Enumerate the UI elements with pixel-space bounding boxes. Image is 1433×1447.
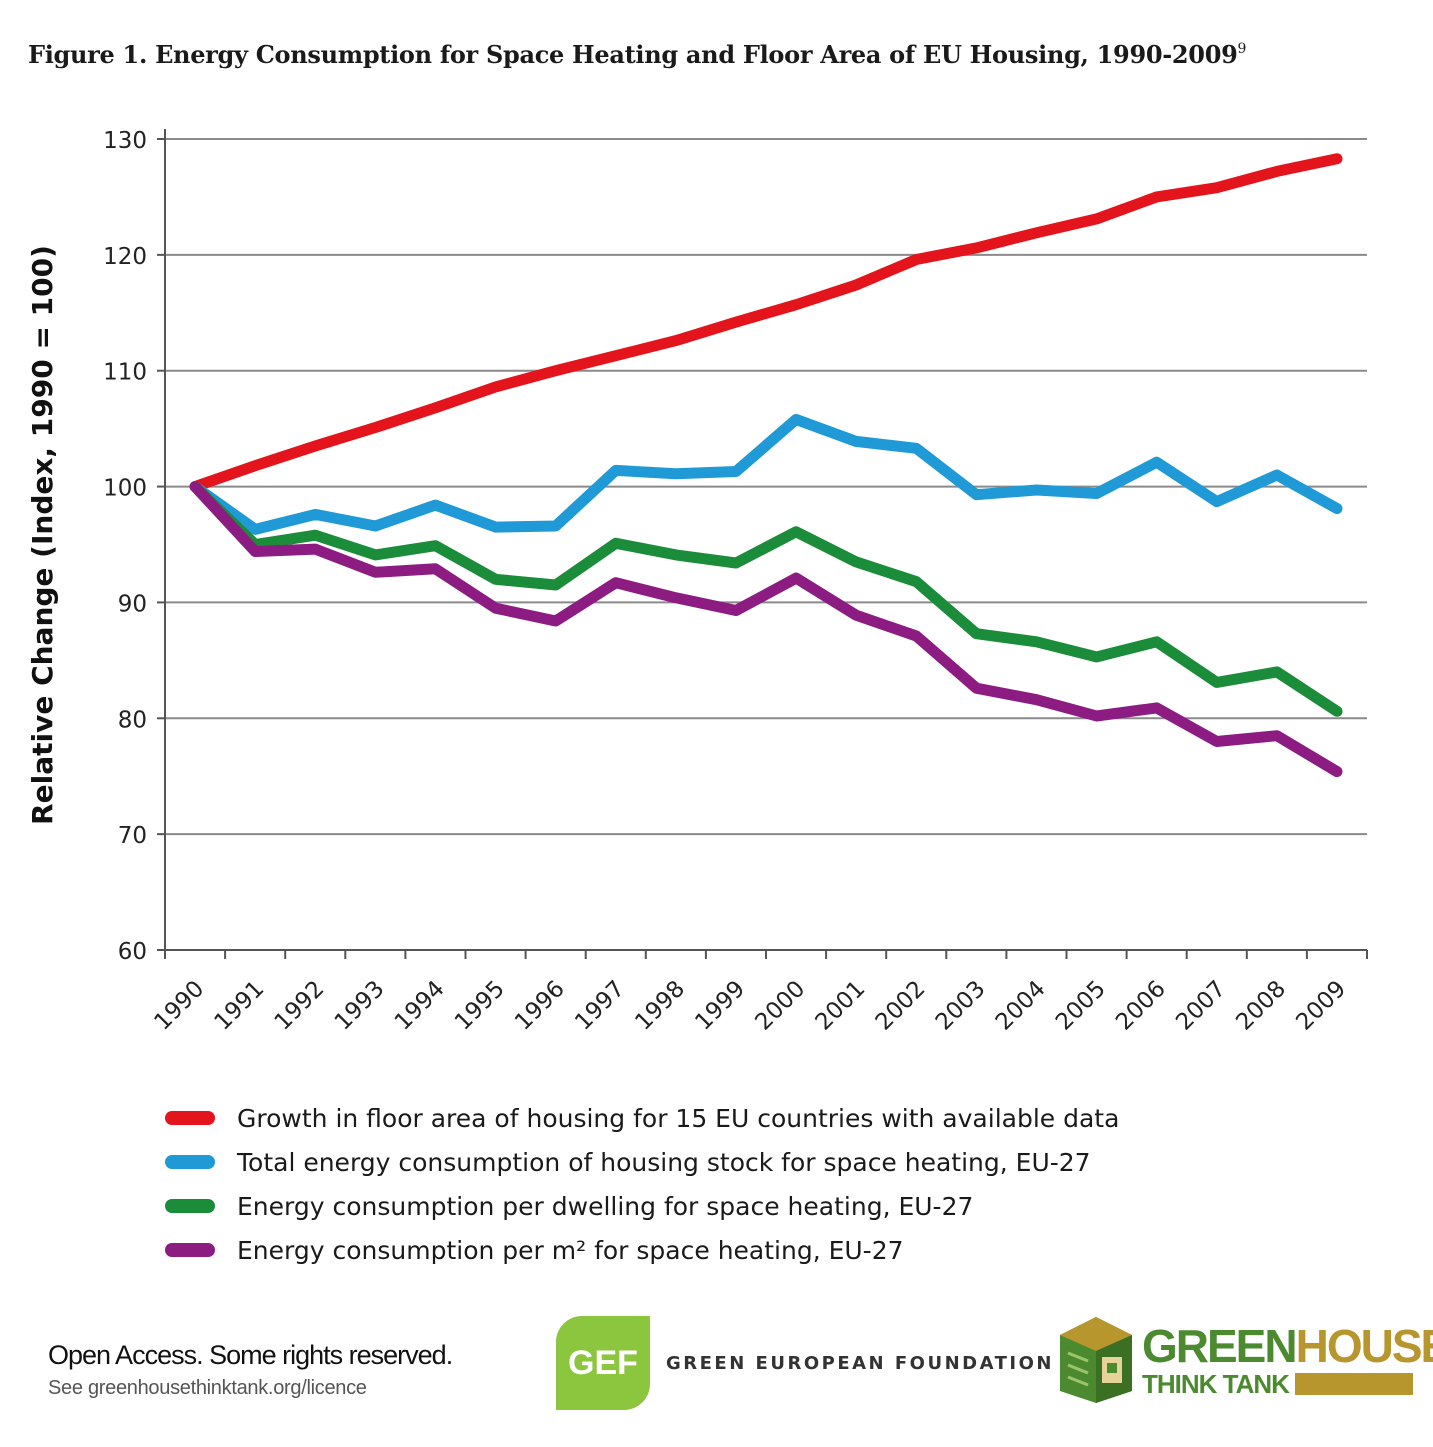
axes	[157, 129, 1368, 959]
legend-item: Total energy consumption of housing stoc…	[165, 1140, 1119, 1184]
gef-name: GREEN EUROPEAN FOUNDATION	[666, 1352, 1054, 1374]
legend-label: Total energy consumption of housing stoc…	[237, 1147, 1091, 1177]
x-tick-label: 2002	[871, 976, 931, 1036]
x-tick-label: 1991	[210, 976, 270, 1036]
y-tick-label: 130	[103, 128, 147, 154]
x-tick-label: 1996	[510, 976, 570, 1036]
series-line-2	[189, 481, 1343, 717]
figure-title: Figure 1. Energy Consumption for Space H…	[28, 40, 1246, 69]
x-tick-label: 2009	[1291, 976, 1351, 1036]
x-tick-label: 2007	[1171, 976, 1231, 1036]
x-tick-label: 1997	[570, 976, 630, 1036]
rights-line: Open Access. Some rights reserved.	[48, 1340, 453, 1370]
y-tick-label: 100	[103, 476, 147, 502]
legend-swatch-per-m2	[165, 1243, 215, 1257]
think-tank-text: THINK TANK	[1142, 1368, 1290, 1399]
y-tick-label: 110	[103, 360, 147, 386]
legend-item: Energy consumption per dwelling for spac…	[165, 1184, 1119, 1228]
x-tick-label: 1995	[450, 976, 510, 1036]
series-line-1	[189, 413, 1343, 535]
y-tick-label: 70	[118, 823, 147, 849]
x-tick-label: 1999	[690, 976, 750, 1036]
x-tick-label: 2001	[811, 976, 871, 1036]
x-tick-label: 1993	[330, 976, 390, 1036]
gold-bar	[1294, 1373, 1413, 1395]
figure-title-text: Figure 1. Energy Consumption for Space H…	[28, 40, 1238, 69]
y-tick-label: 60	[118, 939, 147, 965]
y-axis-label: Relative Change (Index, 1990 = 100)	[26, 245, 59, 825]
x-tick-label: 1994	[390, 976, 450, 1036]
series-lines	[189, 153, 1343, 778]
legend-swatch-total-energy	[165, 1155, 215, 1169]
x-tick-label: 1990	[150, 976, 210, 1036]
green-house-logo: GREENHOUSE THINK TANK	[1056, 1313, 1433, 1405]
green-house-name: GREENHOUSE	[1142, 1321, 1433, 1371]
x-tick-label: 2000	[751, 976, 811, 1036]
legend-item: Growth in floor area of housing for 15 E…	[165, 1096, 1119, 1140]
legend-swatch-floor-area	[165, 1111, 215, 1125]
x-tick-label: 2004	[991, 976, 1051, 1036]
x-tick-labels: 1990 1991 1992 1993 1994 1995 1996 1997 1998 1999…	[150, 976, 1352, 1036]
y-tick-label: 80	[118, 707, 147, 733]
house-book-icon	[1060, 1317, 1132, 1403]
think-tank-row: THINK TANK	[1142, 1368, 1433, 1399]
chart-legend: Growth in floor area of housing for 15 E…	[165, 1096, 1119, 1272]
rights-notice: Open Access. Some rights reserved. See g…	[48, 1340, 453, 1400]
gh-house-word: HOUSE	[1295, 1320, 1433, 1372]
legend-item: Energy consumption per m² for space heat…	[165, 1228, 1119, 1272]
x-tick-label: 2005	[1051, 976, 1111, 1036]
y-tick-label: 120	[103, 244, 147, 270]
x-tick-label: 2003	[931, 976, 991, 1036]
legend-swatch-per-dwelling	[165, 1199, 215, 1213]
series-line-3	[189, 481, 1343, 778]
legend-label: Growth in floor area of housing for 15 E…	[237, 1103, 1120, 1133]
licence-link[interactable]: See greenhousethinktank.org/licence	[48, 1377, 367, 1399]
green-house-wordmark: GREENHOUSE THINK TANK	[1142, 1321, 1433, 1399]
legend-label: Energy consumption per dwelling for spac…	[237, 1191, 974, 1221]
legend-label: Energy consumption per m² for space heat…	[237, 1235, 904, 1265]
y-tick-labels: 60 70 80 90 100 110 120 130	[103, 128, 147, 965]
y-tick-label: 90	[118, 591, 147, 617]
gh-green-word: GREEN	[1142, 1320, 1298, 1372]
x-tick-label: 2006	[1111, 976, 1171, 1036]
gef-logo: GEF GREEN EUROPEAN FOUNDATION	[556, 1316, 1054, 1410]
x-tick-label: 1998	[630, 976, 690, 1036]
footnote-marker: 9	[1237, 41, 1247, 57]
x-tick-label: 1992	[270, 976, 330, 1036]
x-tick-label: 2008	[1231, 976, 1291, 1036]
gef-logo-mark: GEF	[556, 1316, 650, 1410]
series-line-0	[189, 153, 1343, 493]
